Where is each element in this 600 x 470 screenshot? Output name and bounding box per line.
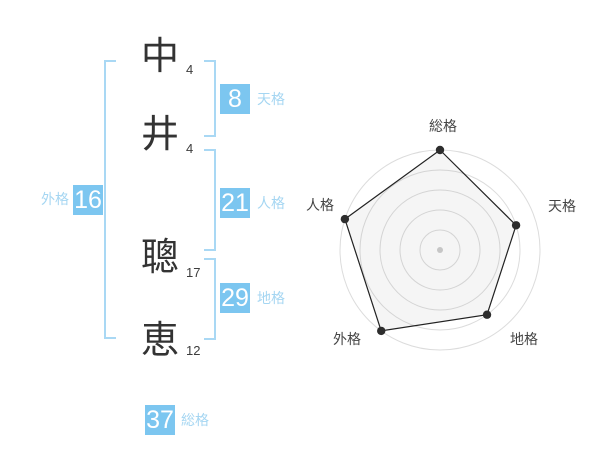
radar-chart: [339, 145, 541, 351]
radar-axis-label-jinkaku: 人格: [306, 197, 334, 213]
radar-axis-label-gaikaku: 外格: [333, 331, 361, 347]
stroke-count-1: 4: [186, 62, 194, 77]
gaikaku-value-badge: 16: [73, 185, 103, 215]
tenkaku-label: 天格: [257, 91, 285, 107]
gaikaku-label: 外格: [41, 191, 69, 207]
radar-axis-label-soukaku: 総格: [429, 118, 457, 134]
stroke-count-2: 4: [186, 141, 194, 156]
jinkaku-value-badge: 21: [220, 188, 250, 218]
chikaku-value-badge: 29: [220, 283, 250, 313]
chikaku-label: 地格: [257, 290, 285, 306]
gaikaku-bracket: [104, 60, 116, 339]
stroke-count-4: 12: [186, 343, 201, 358]
jinkaku-label: 人格: [257, 195, 285, 211]
jinkaku-bracket: [204, 149, 216, 251]
stroke-count-3: 17: [186, 265, 201, 280]
name-character-1: 中: [140, 36, 179, 78]
name-character-4: 恵: [140, 320, 179, 362]
chikaku-bracket: [204, 258, 216, 340]
radar-axis-label-tenkaku: 天格: [548, 198, 576, 214]
radar-axis-label-chikaku: 地格: [510, 331, 538, 347]
soukaku-value-badge: 37: [145, 405, 175, 435]
name-character-3: 聰: [140, 237, 179, 279]
tenkaku-bracket: [204, 60, 216, 137]
name-character-2: 井: [140, 114, 179, 156]
soukaku-label: 総格: [181, 412, 209, 428]
tenkaku-value-badge: 8: [220, 84, 250, 114]
